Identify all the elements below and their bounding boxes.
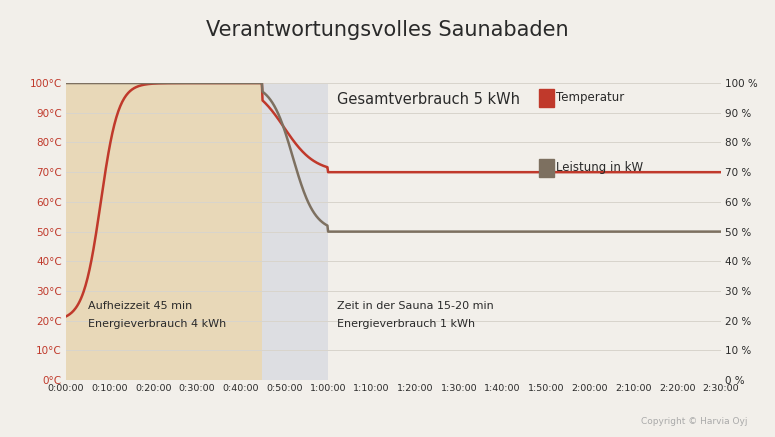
Text: Energieverbrauch 1 kWh: Energieverbrauch 1 kWh bbox=[336, 319, 474, 329]
Text: Copyright © Harvia Oyj: Copyright © Harvia Oyj bbox=[642, 417, 748, 426]
Text: Aufheizzeit 45 min: Aufheizzeit 45 min bbox=[88, 301, 192, 311]
Text: Zeit in der Sauna 15-20 min: Zeit in der Sauna 15-20 min bbox=[336, 301, 494, 311]
Text: Gesamtverbrauch 5 kWh: Gesamtverbrauch 5 kWh bbox=[336, 92, 519, 107]
Bar bbox=[66, 83, 262, 380]
Text: Verantwortungsvolles Saunabaden: Verantwortungsvolles Saunabaden bbox=[206, 20, 569, 40]
Bar bbox=[328, 83, 721, 380]
Text: Temperatur: Temperatur bbox=[556, 91, 625, 104]
Text: Leistung in kW: Leistung in kW bbox=[556, 161, 643, 174]
Text: Energieverbrauch 4 kWh: Energieverbrauch 4 kWh bbox=[88, 319, 226, 329]
Bar bbox=[262, 83, 328, 380]
